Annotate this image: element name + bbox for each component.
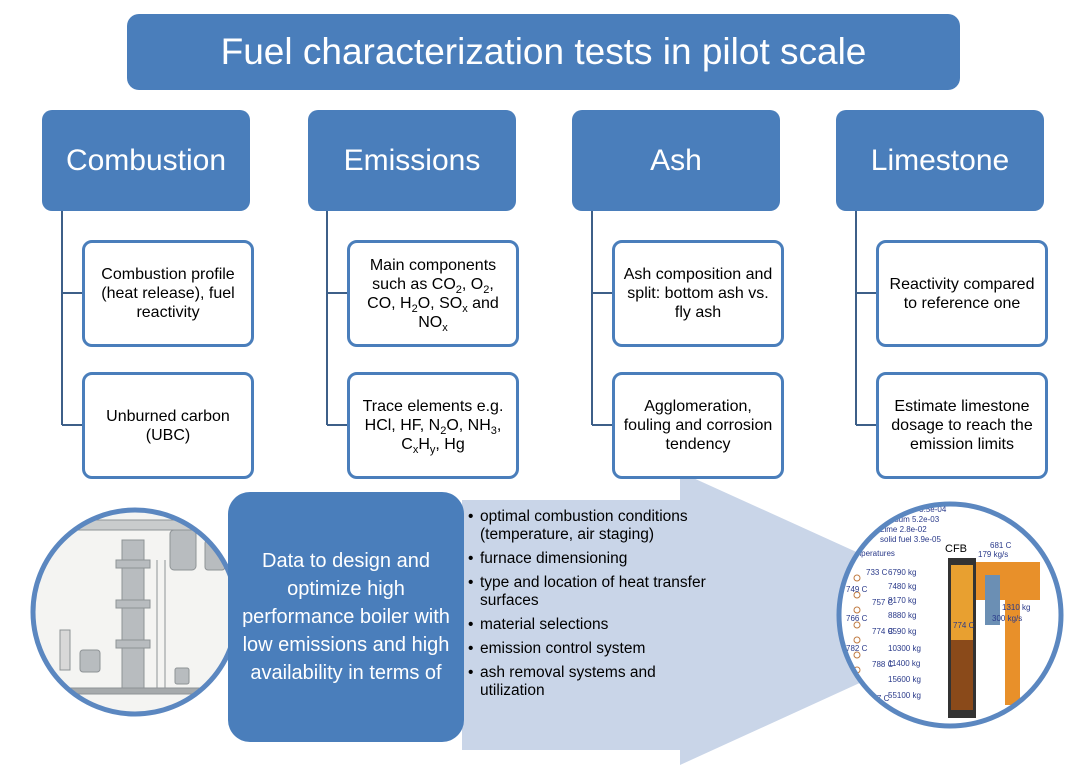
figure-label: 749 C (846, 585, 868, 594)
bullet-item: type and location of heat transfer surfa… (466, 574, 716, 610)
column-header: Ash (572, 110, 780, 211)
detail-box: Combustion profile (heat release), fuel … (82, 240, 254, 347)
figure-label: 8880 kg (888, 611, 916, 620)
column-header: Emissions (308, 110, 516, 211)
text-run: Unburned carbon (UBC) (106, 407, 230, 444)
figure-label: Gypsum 5.2e-03 (880, 515, 940, 524)
detail-box: Reactivity compared to reference one (876, 240, 1048, 347)
figure-label: 788 C (872, 660, 894, 669)
detail-text: Reactivity compared to reference one (887, 275, 1037, 313)
detail-text: Estimate limestone dosage to reach the e… (887, 397, 1037, 454)
figure-label: 55100 kg (888, 691, 921, 700)
subscript: x (442, 321, 448, 334)
text-run: , O (461, 275, 484, 293)
subscript: 2 (455, 283, 462, 296)
connectors (61, 211, 876, 426)
figure-label: 8170 kg (888, 596, 916, 605)
detail-text: Trace elements e.g. HCl, HF, N2O, NH3, C… (358, 397, 508, 457)
text-run: Agglomeration, fouling and corrosion ten… (623, 398, 773, 453)
text-run: Main components such as CO (369, 256, 497, 293)
figure-label: 766 C (846, 614, 868, 623)
figure-label: 10300 kg (888, 644, 921, 653)
subscript: y (429, 444, 436, 457)
subscript: 2 (411, 302, 418, 315)
subscript: x (462, 302, 468, 315)
figure-label: 757 C (872, 598, 894, 607)
text-run: Reactivity compared to reference one (889, 275, 1035, 312)
figure-label: 774 C (872, 627, 894, 636)
bullet-item: optimal combustion conditions (temperatu… (466, 508, 716, 544)
column-header: Limestone (836, 110, 1044, 211)
detail-box: Unburned carbon (UBC) (82, 372, 254, 479)
figure-label: 7480 kg (888, 582, 916, 591)
detail-box: Estimate limestone dosage to reach the e… (876, 372, 1048, 479)
column-header: Combustion (42, 110, 250, 211)
summary-box: Data to design and optimize high perform… (228, 492, 464, 742)
text-run: Ash composition and split: bottom ash vs… (623, 266, 773, 321)
figure-label: 179 kg/s (978, 550, 1008, 559)
text-run: H (418, 436, 430, 453)
text-run: O, SO (417, 294, 463, 312)
figure-label: 733 C (866, 568, 888, 577)
text-run: Estimate limestone dosage to reach the e… (891, 398, 1033, 453)
subscript: 3 (490, 425, 497, 438)
bullet-item: ash removal systems and utilization (466, 664, 716, 700)
detail-text: Agglomeration, fouling and corrosion ten… (623, 397, 773, 454)
bullet-list: optimal combustion conditions (temperatu… (466, 508, 716, 706)
text-run: , C (401, 417, 502, 453)
main-title: Fuel characterization tests in pilot sca… (127, 14, 960, 90)
subscript: 2 (440, 425, 447, 438)
detail-box: Agglomeration, fouling and corrosion ten… (612, 372, 784, 479)
text-run: and NO (418, 294, 499, 331)
bullet-item: emission control system (466, 640, 716, 658)
figure-label: 9590 kg (888, 627, 916, 636)
figure-label: CFB (945, 543, 967, 555)
figure-label: 15600 kg (888, 675, 921, 684)
detail-box: Trace elements e.g. HCl, HF, N2O, NH3, C… (347, 372, 519, 479)
detail-text: Main components such as CO2, O2, CO, H2O… (358, 256, 508, 334)
detail-box: Main components such as CO2, O2, CO, H2O… (347, 240, 519, 347)
detail-text: Combustion profile (heat release), fuel … (93, 265, 243, 322)
figure-label: 300 kg/s (992, 614, 1022, 623)
text-run: Combustion profile (heat release), fuel … (101, 266, 235, 321)
detail-text: Ash composition and split: bottom ash vs… (623, 265, 773, 322)
figure-label: solid fuel 3.9e-05 (880, 535, 941, 544)
detail-box: Ash composition and split: bottom ash vs… (612, 240, 784, 347)
text-run: Trace elements e.g. HCl, HF, N (362, 398, 504, 434)
figure-label: Temperatures (846, 549, 895, 558)
figure-label: 1310 kg (1002, 603, 1030, 612)
bullet-item: furnace dimensioning (466, 550, 716, 568)
subscript: x (412, 444, 419, 457)
detail-text: Unburned carbon (UBC) (93, 407, 243, 445)
text-run: O, NH (446, 417, 491, 434)
figure-label: 782 C (846, 644, 868, 653)
bullet-item: material selections (466, 616, 716, 634)
figure-label: 6790 kg (888, 568, 916, 577)
figure-label: 681 C (990, 541, 1012, 550)
figure-label: 774 C (953, 621, 975, 630)
figure-label: 11400 kg (888, 659, 920, 668)
subscript: 2 (483, 283, 490, 296)
text-run: , CO, H (367, 275, 494, 312)
figure-label: Lime 2.8e-02 (880, 525, 927, 534)
text-run: , Hg (435, 436, 465, 453)
pilot-plant-photo (30, 507, 240, 717)
